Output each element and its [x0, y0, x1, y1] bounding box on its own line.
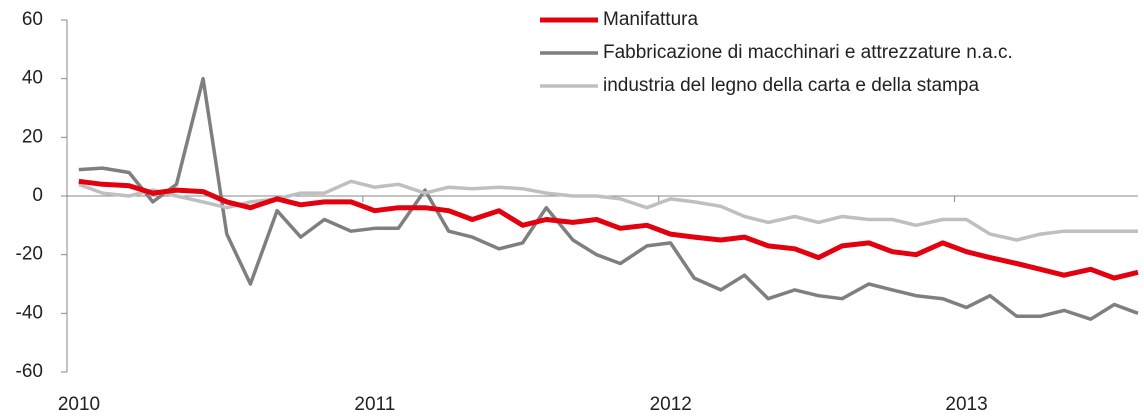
series-line	[78, 76, 1139, 321]
legend-label: Fabbricazione di macchinari e attrezzatu…	[603, 42, 1013, 63]
x-tick-label: 2010	[58, 394, 100, 415]
x-tick-label: 2013	[945, 394, 987, 415]
y-tick-label: 20	[22, 126, 43, 147]
x-tick-label: 2012	[650, 394, 692, 415]
y-tick-label: -20	[16, 244, 43, 265]
y-tick-label: -60	[16, 361, 43, 382]
series-line	[78, 178, 1139, 281]
x-tick-label: 2011	[354, 394, 395, 415]
y-tick-label: 60	[22, 9, 43, 30]
series-line	[78, 179, 1138, 242]
legend-label: industria del legno della carta e della …	[603, 75, 979, 96]
y-tick-label: -40	[16, 302, 43, 323]
legend-label: Manifattura	[603, 9, 698, 30]
y-tick-label: 40	[22, 68, 43, 89]
y-tick-label: 0	[32, 185, 43, 206]
